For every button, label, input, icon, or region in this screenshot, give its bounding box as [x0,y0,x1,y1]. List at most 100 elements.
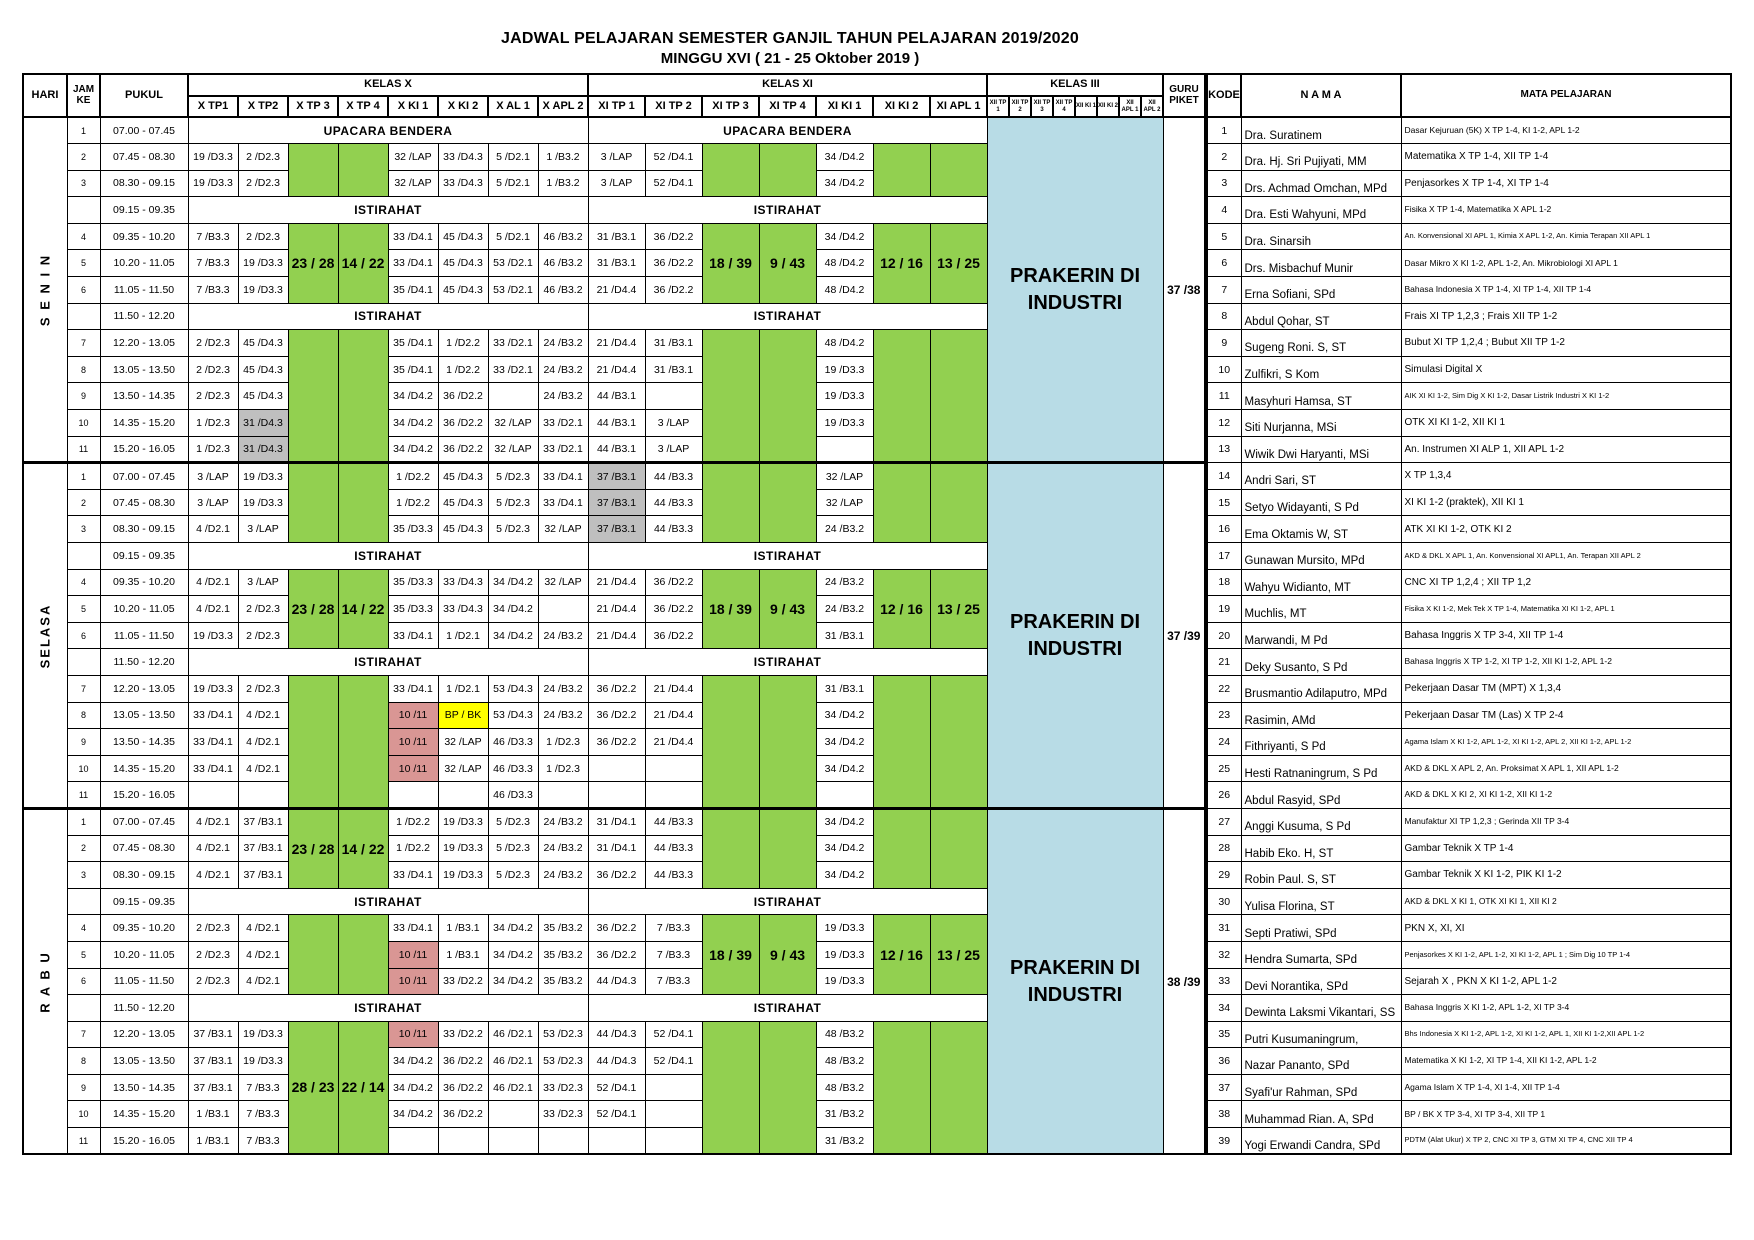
schedule-cell [437,781,489,809]
teacher-nama: Syafi'ur Rahman, SPd [1240,1073,1402,1102]
teacher-kode: 6 [1206,249,1242,278]
schedule-cell: 44 /B3.3 [644,834,703,863]
schedule-cell: 33 /D4.1 [387,249,439,278]
teacher-mapel: Bahasa Indonesia X TP 1-4, XI TP 1-4, XI… [1400,276,1732,304]
schedule-cell: 33 /D4.1 [387,222,439,251]
teacher-row: 18 Wahyu Widianto, MT CNC XI TP 1,2,4 ; XI… [1206,568,1732,597]
green-block: 14 / 22 [337,568,389,650]
schedule-cell: 3 /LAP [644,435,703,464]
pukul-cell: 14.35 - 15.20 [99,409,189,437]
schedule-cell: 7 /B3.3 [644,940,703,969]
schedule-cell [537,595,589,623]
green-block [701,1020,760,1155]
col-header-kelas-xi: XI APL 1 [929,95,988,118]
teacher-row: 29 Robin Paul. S, ST Gambar Teknik X KI 1-… [1206,861,1732,889]
day-label: SELASA [22,461,68,809]
teacher-kode: 1 [1206,116,1242,145]
teacher-table: KODE N A M A MATA PELAJARAN 1 Dra. Suratine… [1206,73,1732,1156]
teacher-row: 39 Yogi Erwandi Candra, SPd PDTM (Alat Uku… [1206,1127,1732,1155]
schedule-cell: 53 /D2.3 [537,1020,589,1049]
teacher-kode: 7 [1206,276,1242,304]
schedule-row: 2 07.45 - 08.30 19 /D3.3 2 /D2.3 32 /LAP 33 /… [23,143,1205,198]
schedule-cell: 53 /D4.3 [487,701,539,730]
schedule-cell: 10 /11 [387,701,439,730]
pukul-cell: 11.05 - 11.50 [99,967,189,996]
day-label-text: SELASA [37,603,53,668]
teacher-row: 19 Muchlis, MT Fisika X KI 1-2, Mek Tek X … [1206,595,1732,623]
prakerin-cell: PRAKERIN DI INDUSTRI [986,461,1164,809]
green-block [872,674,931,809]
schedule-cell: 37 /B3.1 [587,488,646,517]
istirahat-cell: ISTIRAHAT [587,887,988,916]
teacher-nama: Deky Susanto, S Pd [1240,648,1402,676]
green-block [929,1020,988,1155]
schedule-row: 9 13.50 - 14.35 33 /D4.1 4 /D2.1 10 /11 32 /L… [23,728,1205,756]
schedule-row: 4 09.35 - 10.20 4 /D2.1 3 /LAP 23 / 28 14 / 2… [23,568,1205,650]
schedule-cell: 1 /D2.1 [437,621,489,650]
schedule-cell: 34 /D4.2 [387,409,439,437]
teacher-row: 24 Fithriyanti, S Pd Agama Islam X KI 1-2,… [1206,728,1732,756]
schedule-cell: 33 /D4.1 [387,861,439,889]
teacher-mapel: BP / BK X TP 3-4, XI TP 3-4, XII TP 1 [1400,1100,1732,1129]
schedule-cell: 24 /B3.2 [815,515,874,543]
teacher-row: 10 Zulfikri, S Kom Simulasi Digital X [1206,355,1732,384]
teacher-kode: 38 [1206,1100,1242,1129]
schedule-cell [815,781,874,809]
schedule-row: 6 11.05 - 11.50 7 /B3.3 19 /D3.3 35 /D4.1 45 … [23,276,1205,304]
schedule-cell: 34 /D4.2 [487,595,539,623]
schedule-cell: 19 /D3.3 [237,249,289,278]
schedule-cell: 19 /D3.3 [815,914,874,942]
schedule-cell: 2 /D2.3 [187,914,239,942]
green-block: 9 / 43 [758,914,817,996]
schedule-cell: 2 /D2.3 [187,382,239,411]
teacher-mapel: An. Konvensional XI APL 1, Kimia X APL 1… [1400,222,1732,251]
schedule-cell: 37 /B3.1 [587,515,646,543]
pukul-cell: 14.35 - 15.20 [99,754,189,783]
pukul-cell: 11.05 - 11.50 [99,621,189,650]
schedule-row: 2 07.45 - 08.30 4 /D2.1 37 /B3.1 1 /D2.2 19 /… [23,834,1205,863]
schedule-cell: 37 /B3.1 [187,1020,239,1049]
schedule-cell: 34 /D4.2 [815,728,874,756]
schedule-cell: 37 /B3.1 [187,1073,239,1102]
green-block [287,914,339,996]
teacher-nama: Sugeng Roni. S, ST [1240,329,1402,357]
day-label: R A B U [22,806,68,1155]
schedule-cell: 45 /D4.3 [437,488,489,517]
teacher-nama: Muchlis, MT [1240,595,1402,623]
schedule-cell: 10 /11 [387,728,439,756]
teacher-kode: 13 [1206,435,1242,464]
pukul-cell: 13.05 - 13.50 [99,1047,189,1075]
teacher-mapel: PKN X, XI, XI [1400,914,1732,942]
jam-cell: 5 [66,249,101,278]
teacher-row: 5 Dra. Sinarsih An. Konvensional XI APL 1,… [1206,222,1732,251]
schedule-cell: 34 /D4.2 [387,1073,439,1102]
schedule-row: 3 08.30 - 09.15 19 /D3.3 2 /D2.3 32 /LAP 33 /… [23,169,1205,198]
teacher-row: 8 Abdul Qohar, ST Frais XI TP 1,2,3 ; Frai… [1206,302,1732,331]
istirahat-cell: ISTIRAHAT [187,994,589,1022]
istirahat-cell: ISTIRAHAT [187,302,589,331]
teacher-row: 37 Syafi'ur Rahman, SPd Agama Islam X TP 1… [1206,1073,1732,1102]
teacher-kode: 4 [1206,196,1242,224]
teacher-row: 11 Masyhuri Hamsa, ST AIK XI KI 1-2, Sim D… [1206,382,1732,411]
schedule-cell: 24 /B3.2 [815,595,874,623]
schedule-row: 09.15 - 09.35 ISTIRAHAT ISTIRAHAT [23,887,1205,916]
teacher-kode: 28 [1206,834,1242,863]
pukul-cell: 13.05 - 13.50 [99,355,189,384]
schedule-cell: 32 /LAP [815,461,874,490]
schedule-cell: 7 /B3.3 [187,249,239,278]
jam-cell: 5 [66,940,101,969]
col-header-kelas-xii: XII APL 1 [1118,95,1142,118]
pukul-cell: 13.50 - 14.35 [99,382,189,411]
teacher-row: 34 Dewinta Laksmi Vikantari, SS Bahasa Ing… [1206,994,1732,1022]
teacher-kode: 5 [1206,222,1242,251]
schedule-cell: 34 /D4.2 [815,701,874,730]
pukul-cell: 11.05 - 11.50 [99,276,189,304]
jam-cell: 10 [66,409,101,437]
schedule-cell: 1 /D2.3 [537,728,589,756]
schedule-cell: 31 /D4.3 [237,409,289,437]
schedule-cell: 31 /B3.2 [815,1100,874,1129]
col-header-kelas-xii: XII KI 1 [1074,95,1098,118]
teacher-kode: 22 [1206,674,1242,703]
schedule-cell: 31 /B3.1 [644,355,703,384]
teacher-mapel: Bahasa Inggris X TP 3-4, XII TP 1-4 [1400,621,1732,650]
